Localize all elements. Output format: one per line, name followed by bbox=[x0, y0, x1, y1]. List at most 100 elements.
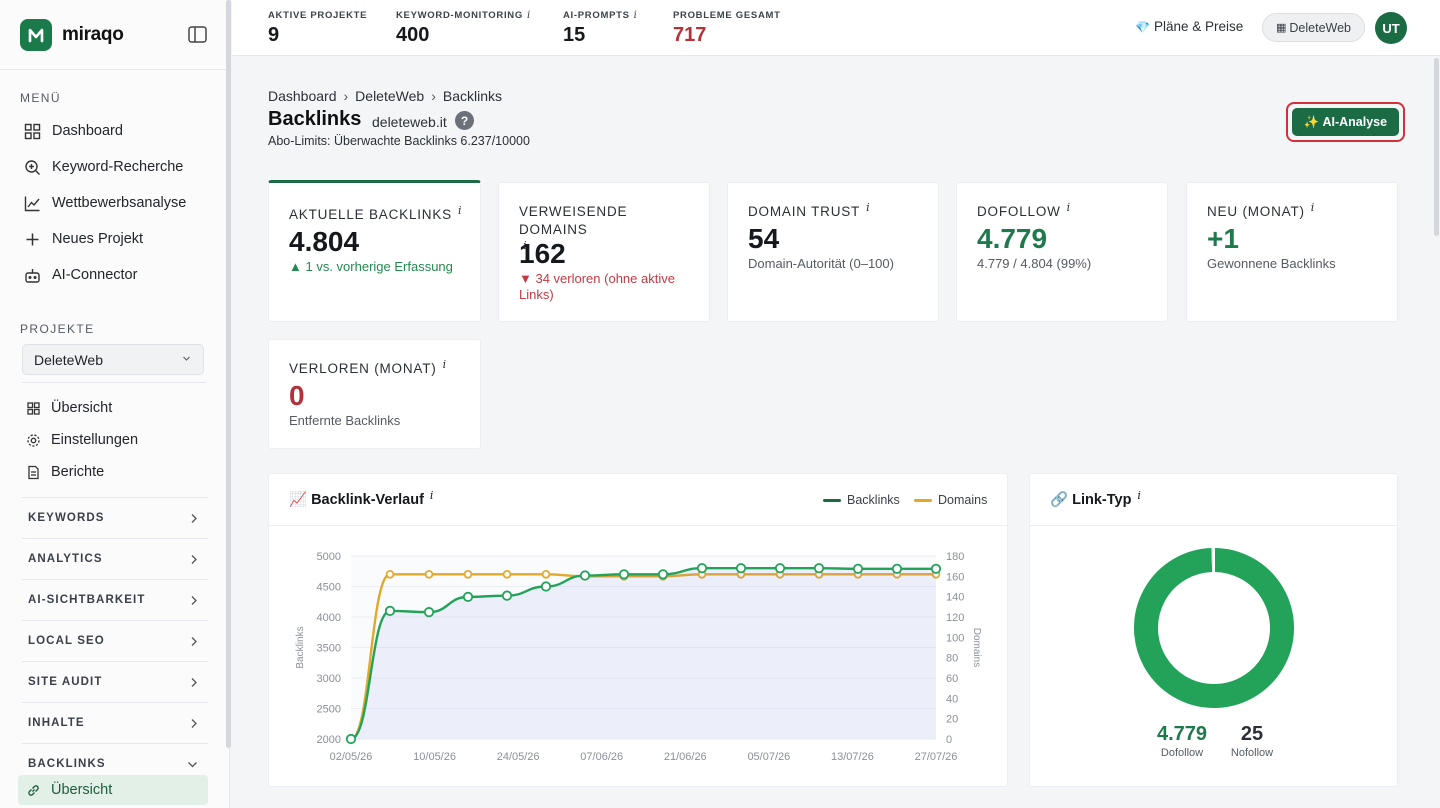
line-chart-icon bbox=[24, 196, 40, 211]
domains-point bbox=[424, 569, 434, 579]
group-ai-sichtbarkeit[interactable]: AI-SICHTBARKEIT bbox=[22, 579, 208, 620]
legend-backlinks[interactable]: Backlinks bbox=[823, 493, 900, 507]
kpi-sub: ▲ 1 vs. vorherige Erfassung bbox=[289, 259, 453, 274]
info-icon[interactable]: i bbox=[1310, 201, 1316, 214]
backlinks-point bbox=[462, 591, 474, 602]
nav-ai-connector[interactable]: AI-Connector bbox=[0, 257, 226, 293]
stat-probleme-gesamt: PROBLEME GESAMT 717 bbox=[673, 10, 781, 47]
kpi-value: 162 bbox=[519, 238, 566, 269]
sidebar-scrollbar[interactable] bbox=[226, 0, 231, 748]
kpi-label: VERWEISENDE DOMAINS i bbox=[519, 204, 628, 252]
group-label: KEYWORDS bbox=[28, 512, 105, 524]
grid-icon bbox=[24, 123, 41, 139]
stat-label: AI-PROMPTS i bbox=[563, 10, 638, 21]
breadcrumb-item[interactable]: DeleteWeb bbox=[355, 88, 425, 104]
avatar[interactable]: UT bbox=[1375, 12, 1407, 44]
group-inhalte[interactable]: INHALTE bbox=[22, 702, 208, 743]
group-analytics[interactable]: ANALYTICS bbox=[22, 538, 208, 579]
project-select[interactable]: DeleteWeb bbox=[22, 344, 204, 375]
breadcrumb-item[interactable]: Dashboard bbox=[268, 88, 337, 104]
nofollow-label: Nofollow bbox=[1230, 747, 1274, 759]
group-label: SITE AUDIT bbox=[28, 676, 103, 688]
ai-analyse-button[interactable]: ✨ AI-Analyse bbox=[1292, 108, 1399, 136]
nav-wettbewerbsanalyse[interactable]: Wettbewerbsanalyse bbox=[0, 185, 226, 221]
y-right-tick-label: 40 bbox=[946, 693, 958, 705]
info-icon[interactable]: i bbox=[457, 204, 463, 217]
nav-keyword-recherche[interactable]: Keyword-Recherche bbox=[0, 149, 226, 185]
y-right-tick-label: 160 bbox=[946, 571, 964, 583]
info-icon[interactable]: i bbox=[866, 201, 871, 214]
y-right-tick-label: 180 bbox=[946, 551, 964, 563]
chart-title: 🔗 Link-Typ i bbox=[1050, 489, 1141, 508]
breadcrumb-item: Backlinks bbox=[442, 88, 502, 104]
plus-icon bbox=[26, 233, 39, 245]
backlinks-point bbox=[501, 590, 513, 601]
ai-analyse-highlight: ✨ AI-Analyse bbox=[1286, 102, 1405, 142]
y-right-tick-label: 60 bbox=[946, 673, 958, 685]
group-local-seo[interactable]: LOCAL SEO bbox=[22, 620, 208, 661]
nav-dashboard[interactable]: Dashboard bbox=[0, 113, 226, 149]
projects-label: PROJEKTE bbox=[20, 322, 95, 336]
project-nav-label: Einstellungen bbox=[51, 432, 139, 448]
kpi-label: DOFOLLOW i bbox=[977, 201, 1071, 219]
info-icon[interactable]: i bbox=[1137, 489, 1141, 502]
group-keywords[interactable]: KEYWORDS bbox=[22, 497, 208, 538]
y-left-tick-label: 2000 bbox=[317, 734, 341, 746]
page-title: Backlinks bbox=[268, 108, 362, 130]
limits-text: Abo-Limits: Überwachte Backlinks 6.237/1… bbox=[268, 134, 530, 148]
backlinks-point bbox=[813, 563, 825, 574]
chevron-down-icon bbox=[183, 356, 190, 361]
group-site-audit[interactable]: SITE AUDIT bbox=[22, 661, 208, 702]
x-tick-label: 10/05/26 bbox=[413, 751, 456, 763]
chart-header: 📈 Backlink-Verlauf i Backlinks Domains bbox=[269, 474, 1007, 526]
kpi-sub: Gewonnene Backlinks bbox=[1207, 256, 1336, 271]
kpi-sub: ▼ 34 verloren (ohne aktive Links) bbox=[519, 271, 675, 302]
project-nav-label: Übersicht bbox=[51, 400, 113, 416]
chevron-right-icon bbox=[191, 678, 197, 687]
info-icon[interactable]: i bbox=[633, 10, 638, 21]
kpi-sub: 4.779 / 4.804 (99%) bbox=[977, 256, 1092, 271]
project-nav-uebersicht[interactable]: Übersicht bbox=[0, 392, 226, 424]
project-pill[interactable]: ▦ DeleteWeb bbox=[1262, 13, 1365, 42]
project-nav-einstellungen[interactable]: Einstellungen bbox=[0, 424, 226, 456]
chevron-right-icon bbox=[191, 514, 197, 523]
stat-value: 400 bbox=[396, 24, 430, 46]
nav-neues-projekt[interactable]: Neues Projekt bbox=[0, 221, 226, 257]
info-icon[interactable]: i bbox=[523, 239, 528, 252]
page-domain: deleteweb.it bbox=[372, 114, 447, 130]
page-scrollbar[interactable] bbox=[1434, 58, 1439, 236]
plans-link[interactable]: 💎 Pläne & Preise bbox=[1135, 19, 1243, 34]
x-tick-label: 13/07/26 bbox=[831, 751, 874, 763]
kpi-label: DOMAIN TRUST i bbox=[748, 201, 871, 219]
x-tick-label: 21/06/26 bbox=[664, 751, 707, 763]
info-icon[interactable]: i bbox=[1066, 201, 1071, 214]
y-left-tick-label: 5000 bbox=[317, 551, 341, 563]
nofollow-value: 25 bbox=[1240, 723, 1264, 745]
info-icon[interactable]: i bbox=[442, 358, 447, 371]
legend-label: Domains bbox=[938, 493, 988, 507]
building-icon: ▦ bbox=[1275, 22, 1287, 34]
group-backlinks[interactable]: BACKLINKS bbox=[22, 743, 208, 784]
backlinks-nav-uebersicht[interactable]: Übersicht bbox=[18, 775, 208, 805]
sidebar-toggle-icon[interactable] bbox=[188, 26, 207, 43]
info-icon[interactable]: i bbox=[526, 10, 531, 21]
kpi-value: 0 bbox=[289, 380, 305, 411]
legend-domains[interactable]: Domains bbox=[914, 493, 987, 507]
chart-header: 🔗 Link-Typ i bbox=[1030, 474, 1397, 526]
chevron-down-icon bbox=[188, 762, 197, 768]
info-icon[interactable]: i bbox=[429, 489, 434, 502]
kpi-label: NEU (MONAT) i bbox=[1207, 201, 1316, 219]
app-name: miraqo bbox=[62, 23, 124, 45]
kpi-domain-trust: DOMAIN TRUST i 54 Domain-Autorität (0–100… bbox=[727, 182, 939, 322]
search-plus-icon bbox=[25, 159, 40, 175]
help-icon[interactable]: ? bbox=[455, 111, 474, 130]
backlinks-point bbox=[345, 733, 357, 745]
kpi-label: VERLOREN (MONAT) i bbox=[289, 358, 447, 376]
project-nav-berichte[interactable]: Berichte bbox=[0, 456, 226, 488]
group-label: INHALTE bbox=[28, 717, 85, 729]
domains-point bbox=[541, 569, 551, 579]
logo-icon[interactable] bbox=[20, 18, 52, 51]
chart-title: 📈 Backlink-Verlauf i bbox=[289, 489, 434, 508]
logo-row: miraqo bbox=[0, 0, 229, 70]
kpi-value: +1 bbox=[1207, 223, 1239, 254]
